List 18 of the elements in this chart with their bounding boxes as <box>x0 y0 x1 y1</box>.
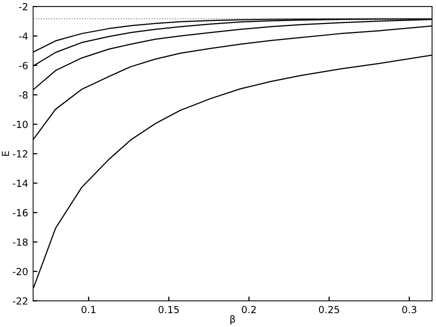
y-tick-label: -10 <box>12 120 28 128</box>
x-tick-label: 0.25 <box>318 306 340 314</box>
x-tick-label: 0.15 <box>158 306 179 314</box>
x-tick-label: 0.2 <box>242 306 256 314</box>
y-tick-label: -8 <box>19 91 28 99</box>
y-tick-label: -6 <box>19 62 28 70</box>
y-tick-label: -14 <box>12 180 28 187</box>
y-axis-title: E <box>2 151 9 156</box>
y-tick-label: -2 <box>19 3 28 10</box>
x-axis-title: β <box>230 315 236 325</box>
y-tick-label: -18 <box>12 238 28 246</box>
y-tick-label: -12 <box>12 150 28 158</box>
x-tick-label: 0.3 <box>402 306 416 314</box>
y-tick-label: -22 <box>12 297 28 305</box>
y-tick-label: -16 <box>12 209 28 216</box>
x-tick-label: 0.1 <box>82 306 96 314</box>
y-tick-label: -4 <box>19 32 28 40</box>
y-tick-label: -20 <box>12 268 28 276</box>
